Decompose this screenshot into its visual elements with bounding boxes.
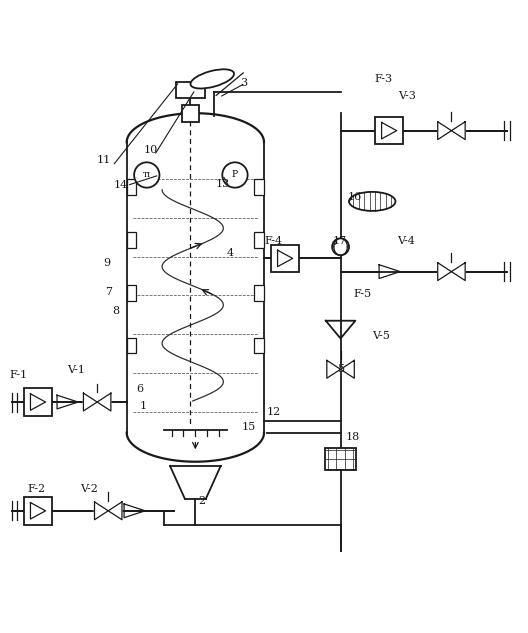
Text: F-3: F-3 [375, 73, 393, 84]
Bar [271, 245, 299, 272]
Polygon shape [95, 502, 108, 520]
Bar [254, 179, 264, 195]
Text: F-1: F-1 [10, 370, 27, 380]
Text: F-2: F-2 [27, 484, 45, 494]
Text: 18: 18 [346, 432, 360, 442]
Bar [254, 337, 264, 353]
Text: F-4: F-4 [264, 236, 282, 246]
Circle shape [222, 162, 248, 187]
Polygon shape [108, 502, 122, 520]
Text: 6: 6 [136, 384, 143, 394]
Text: V-4: V-4 [397, 236, 415, 246]
Bar [127, 337, 136, 353]
Polygon shape [327, 360, 341, 379]
Bar [127, 285, 136, 301]
Text: V-2: V-2 [80, 484, 98, 494]
Text: 8: 8 [112, 306, 119, 316]
Text: 13: 13 [215, 179, 230, 189]
Circle shape [134, 162, 159, 187]
Ellipse shape [349, 192, 395, 211]
Bar [375, 117, 403, 144]
Text: F-5: F-5 [354, 289, 372, 299]
Bar [127, 179, 136, 195]
Text: V-3: V-3 [398, 91, 416, 101]
Text: 12: 12 [267, 407, 281, 417]
Bar [24, 497, 52, 525]
Text: 9: 9 [103, 258, 110, 268]
Text: 10: 10 [144, 145, 158, 155]
Text: 3: 3 [240, 78, 247, 88]
Polygon shape [83, 393, 97, 411]
Bar [175, 82, 204, 99]
Circle shape [332, 239, 349, 255]
Text: 5: 5 [338, 364, 345, 374]
Polygon shape [451, 122, 465, 139]
Bar [254, 232, 264, 248]
Text: V-5: V-5 [372, 331, 390, 341]
Polygon shape [451, 263, 465, 280]
Text: 2: 2 [198, 496, 205, 506]
Polygon shape [438, 122, 451, 139]
Text: P: P [232, 170, 238, 180]
Polygon shape [97, 393, 111, 411]
Text: V-1: V-1 [68, 365, 86, 375]
Bar [325, 448, 356, 470]
Text: 14: 14 [114, 180, 128, 191]
Text: 1: 1 [140, 401, 147, 411]
Text: TI: TI [143, 171, 151, 179]
Bar [127, 232, 136, 248]
Text: 11: 11 [97, 156, 111, 165]
Bar [182, 105, 199, 122]
Polygon shape [341, 360, 354, 379]
Text: 17: 17 [333, 236, 347, 246]
Text: 7: 7 [106, 287, 112, 298]
Bar [24, 388, 52, 416]
Polygon shape [438, 263, 451, 280]
Ellipse shape [191, 69, 234, 89]
Text: 4: 4 [227, 248, 234, 258]
Text: 16: 16 [347, 192, 362, 203]
Bar [254, 285, 264, 301]
Text: 15: 15 [242, 422, 256, 432]
